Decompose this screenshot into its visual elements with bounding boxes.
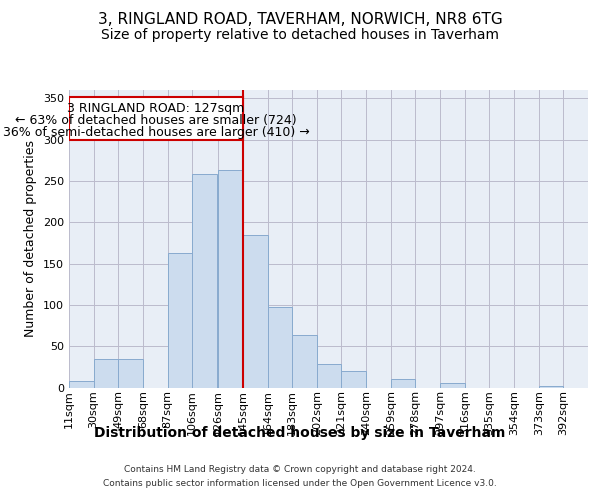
Text: 3, RINGLAND ROAD, TAVERHAM, NORWICH, NR8 6TG: 3, RINGLAND ROAD, TAVERHAM, NORWICH, NR8… — [98, 12, 502, 28]
Y-axis label: Number of detached properties: Number of detached properties — [25, 140, 37, 337]
Bar — [317, 364, 341, 388]
Text: 3 RINGLAND ROAD: 127sqm: 3 RINGLAND ROAD: 127sqm — [67, 102, 245, 114]
Bar — [391, 379, 415, 388]
Bar — [539, 386, 563, 388]
Text: Distribution of detached houses by size in Taverham: Distribution of detached houses by size … — [94, 426, 506, 440]
Text: 36% of semi-detached houses are larger (410) →: 36% of semi-detached houses are larger (… — [2, 126, 310, 139]
Bar — [94, 358, 118, 388]
Bar — [243, 234, 268, 388]
Bar — [118, 358, 143, 388]
Bar — [292, 336, 317, 388]
Bar — [192, 174, 217, 388]
Bar — [268, 308, 292, 388]
Text: ← 63% of detached houses are smaller (724): ← 63% of detached houses are smaller (72… — [15, 114, 297, 127]
Text: Contains HM Land Registry data © Crown copyright and database right 2024.: Contains HM Land Registry data © Crown c… — [124, 466, 476, 474]
Text: Size of property relative to detached houses in Taverham: Size of property relative to detached ho… — [101, 28, 499, 42]
Bar — [167, 253, 192, 388]
Bar — [440, 384, 465, 388]
Bar — [69, 381, 94, 388]
Bar — [341, 371, 366, 388]
FancyBboxPatch shape — [69, 98, 243, 140]
Text: Contains public sector information licensed under the Open Government Licence v3: Contains public sector information licen… — [103, 480, 497, 488]
Bar — [218, 170, 243, 388]
